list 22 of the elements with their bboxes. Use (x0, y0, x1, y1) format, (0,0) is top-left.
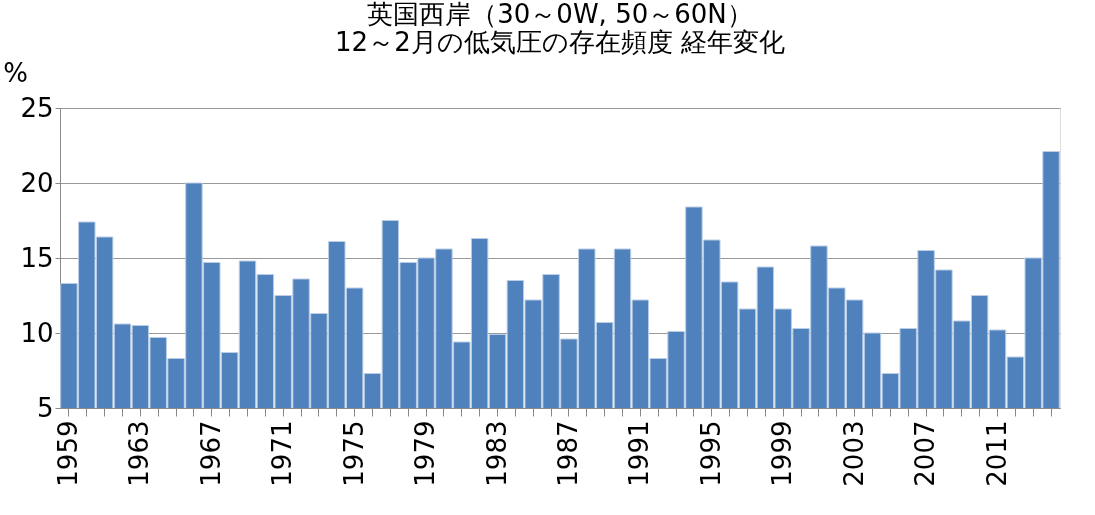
x-tick-label: 1963 (124, 420, 155, 487)
x-tick-label: 1991 (624, 420, 655, 487)
y-axis-title: % (3, 57, 28, 88)
x-tick-label: 1959 (52, 420, 83, 487)
x-tick-label: 2011 (981, 420, 1012, 487)
x-tick-label: 1967 (195, 420, 226, 487)
x-tick-label: 1999 (767, 420, 798, 487)
x-tick-label: 1983 (481, 420, 512, 487)
text: 英国西岸（30～0W, 50～60N） (367, 0, 753, 29)
x-tick-label: 2007 (910, 420, 941, 487)
x-tick-label: 2003 (838, 420, 869, 487)
y-tick-label: 5 (36, 392, 54, 423)
x-tick-label: 1987 (552, 420, 583, 487)
y-tick-label: 10 (20, 317, 54, 348)
y-tick-label: 20 (20, 167, 54, 198)
x-tick-label: 1995 (695, 420, 726, 487)
text: 12～2月の低気圧の存在頻度 経年変化 (335, 27, 785, 57)
x-tick-label: 1975 (338, 420, 369, 487)
x-tick-label: 1979 (410, 420, 441, 487)
x-tick-label: 1971 (267, 420, 298, 487)
y-tick-label: 15 (20, 242, 54, 273)
y-tick-label: 25 (20, 92, 54, 123)
